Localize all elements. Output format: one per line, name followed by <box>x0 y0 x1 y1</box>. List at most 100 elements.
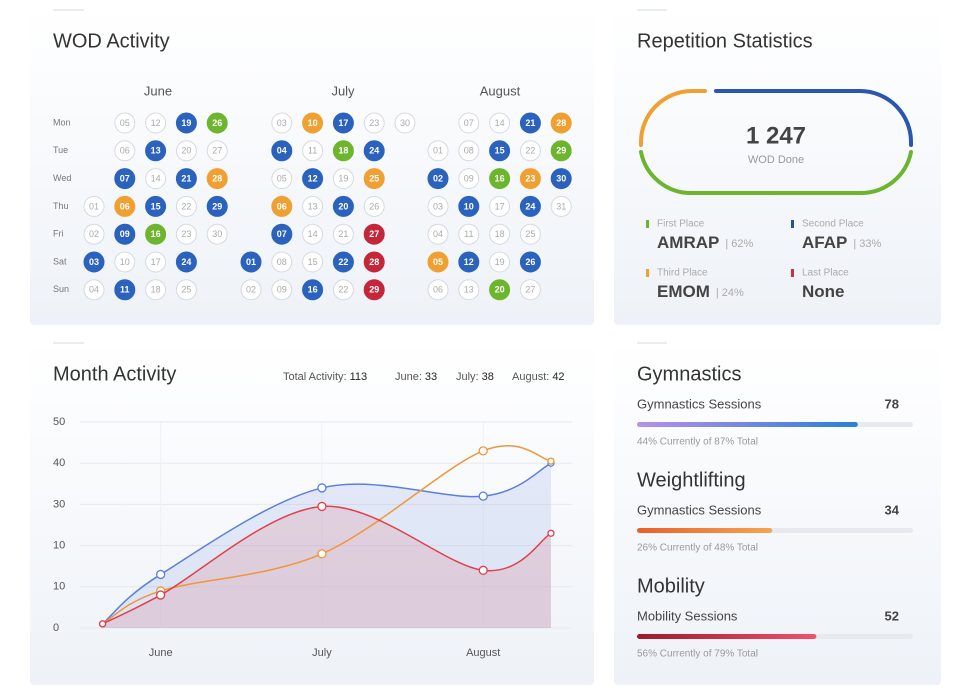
day-cell <box>458 251 480 273</box>
point <box>317 549 327 559</box>
day-cell <box>519 140 541 162</box>
place-pct: | 24% <box>716 287 744 299</box>
day-label: 29 <box>369 285 379 295</box>
day-label: 11 <box>464 229 473 239</box>
day-label: 21 <box>181 173 191 183</box>
track <box>639 89 913 196</box>
day-label: 02 <box>246 285 256 295</box>
day-label: 29 <box>556 146 566 156</box>
summary-label: July: <box>456 371 479 383</box>
day-cell <box>271 195 293 217</box>
summary: Total Activity: 113 <box>283 371 367 383</box>
day-label: 20 <box>338 201 348 211</box>
section-title: Mobility <box>637 575 705 597</box>
day-label: 18 <box>151 285 161 295</box>
place-marker <box>646 220 649 228</box>
card-title: Month Activity <box>53 363 176 385</box>
day-label: 09 <box>464 173 474 183</box>
day-label: 16 <box>308 285 318 295</box>
place-marker <box>646 269 649 277</box>
day-cell <box>363 140 385 162</box>
month-label: July <box>331 83 355 98</box>
day-cell <box>363 223 385 245</box>
y-tick-label: 50 <box>53 416 65 428</box>
day-label: 24 <box>369 146 379 156</box>
day-label: 03 <box>89 257 99 267</box>
card <box>30 340 594 685</box>
y-tick-label: 10 <box>53 581 65 593</box>
summary-label: August: <box>512 371 549 383</box>
day-label: 27 <box>525 285 535 295</box>
day-cell <box>363 251 385 273</box>
day-cell <box>302 168 324 190</box>
card-accents <box>53 9 667 344</box>
day-cell <box>332 279 354 301</box>
day-label: 28 <box>556 118 566 128</box>
day-label: 23 <box>369 118 379 128</box>
y-tick-label: 0 <box>53 622 59 634</box>
day-cell <box>458 140 480 162</box>
day-label: 24 <box>525 201 535 211</box>
day-cell <box>363 279 385 301</box>
day-label: 27 <box>212 146 222 156</box>
day-cell <box>83 223 105 245</box>
day-label: 28 <box>369 257 379 267</box>
day-cell <box>458 195 480 217</box>
day-label: 05 <box>433 257 443 267</box>
day-label: 25 <box>369 173 379 183</box>
day-label: 17 <box>495 201 505 211</box>
day-label: 13 <box>464 285 474 295</box>
day-label: 12 <box>308 173 318 183</box>
day-label: 11 <box>120 285 130 295</box>
day-cell <box>332 223 354 245</box>
session-label: Gymnastics Sessions <box>637 396 762 411</box>
progress-caption: 56% Currently of 79% Total <box>637 649 758 660</box>
day-label: 12 <box>151 118 161 128</box>
day-cell <box>114 195 136 217</box>
day-cell <box>489 112 511 134</box>
day-label: 09 <box>120 229 130 239</box>
weekday-label: Sun <box>53 284 69 294</box>
day-label: 23 <box>181 229 191 239</box>
day-cell <box>83 251 105 273</box>
summary-value: 38 <box>482 371 494 383</box>
progress-caption: 26% Currently of 48% Total <box>637 543 758 554</box>
day-cell <box>427 279 449 301</box>
day-label: 10 <box>308 118 318 128</box>
day-cell <box>175 251 197 273</box>
day-label: 03 <box>277 118 287 128</box>
x-tick-label: July <box>312 647 332 659</box>
day-label: 31 <box>556 201 566 211</box>
day-cell <box>114 112 136 134</box>
day-label: 22 <box>525 146 535 156</box>
day-cell <box>145 112 167 134</box>
session-value: 34 <box>885 502 900 517</box>
summary-value: 42 <box>552 371 564 383</box>
session-value: 78 <box>885 396 899 411</box>
place-name-text: AFAP <box>802 233 847 252</box>
place-name-text: AMRAP <box>657 233 719 252</box>
day-label: 30 <box>556 173 566 183</box>
place-name-text: None <box>802 282 845 301</box>
weekday-label: Fri <box>53 229 64 239</box>
weekday-label: Mon <box>53 117 71 127</box>
point <box>478 565 488 575</box>
day-cell <box>332 112 354 134</box>
day-label: 05 <box>277 173 287 183</box>
point <box>155 590 166 600</box>
day-label: 23 <box>525 173 535 183</box>
place-pct: | 33% <box>853 238 881 250</box>
day-label: 16 <box>151 229 161 239</box>
area <box>102 506 551 628</box>
day-cell <box>83 195 105 217</box>
day-label: 17 <box>338 118 348 128</box>
point <box>155 569 166 580</box>
day-label: 25 <box>181 285 191 295</box>
day-cell <box>427 223 449 245</box>
day-cell <box>550 112 572 134</box>
day-label: 04 <box>89 285 99 295</box>
summary: August: 42 <box>512 371 565 383</box>
day-label: 28 <box>212 173 222 183</box>
session-label: Mobility Sessions <box>637 608 738 623</box>
day-label: 10 <box>120 257 130 267</box>
